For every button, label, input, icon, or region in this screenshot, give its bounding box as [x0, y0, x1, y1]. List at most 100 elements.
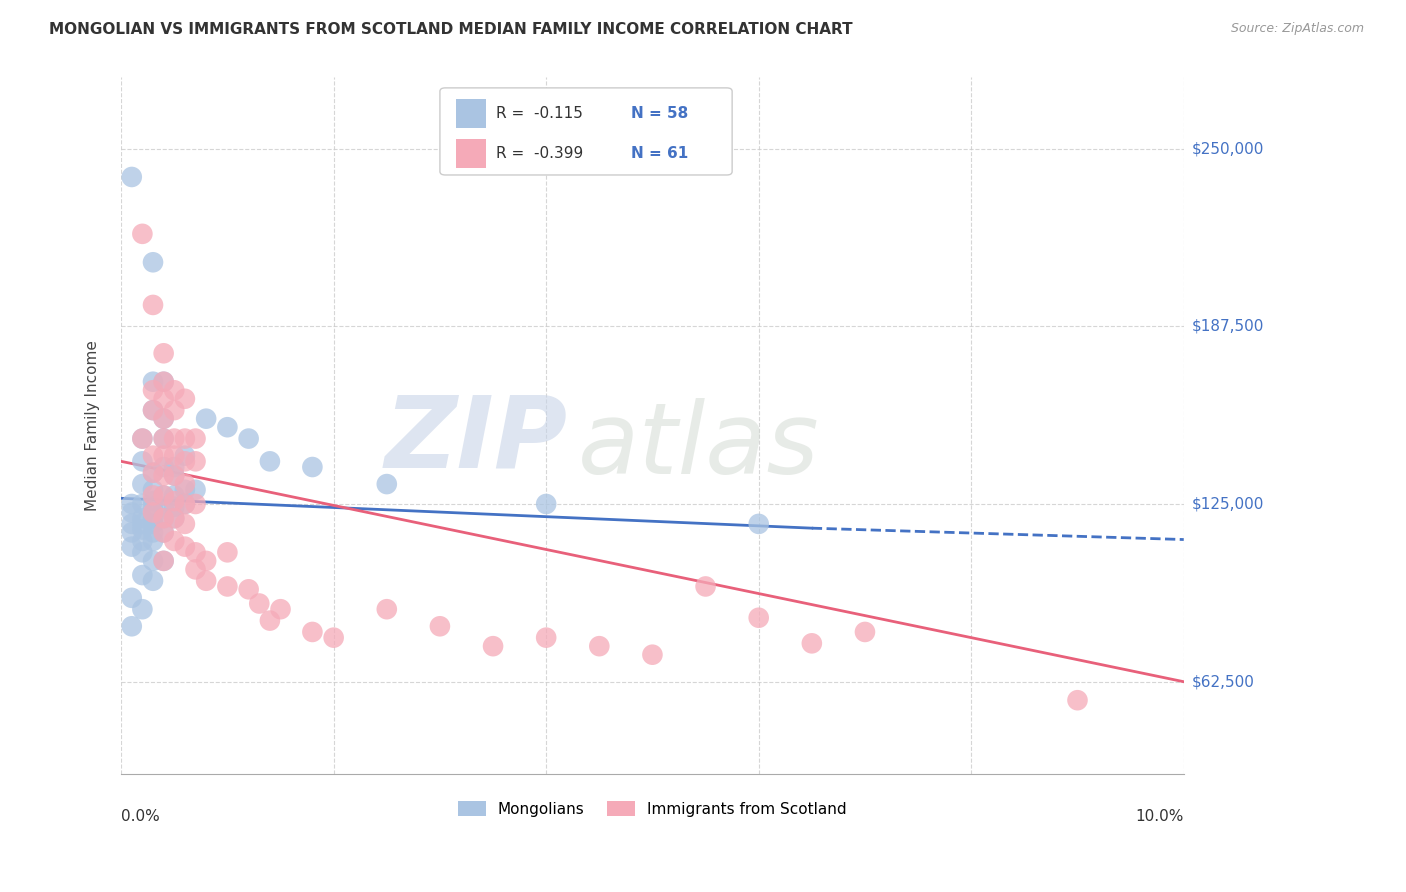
Legend: Mongolians, Immigrants from Scotland: Mongolians, Immigrants from Scotland: [458, 801, 846, 817]
Point: [163, 403, 186, 417]
Point: [131, 497, 153, 511]
Point: [238, 432, 260, 446]
Point: [695, 579, 717, 593]
Y-axis label: Median Family Income: Median Family Income: [86, 341, 100, 511]
Point: [142, 403, 165, 417]
Point: [163, 468, 186, 483]
Point: [163, 511, 186, 525]
Point: [152, 554, 174, 568]
Point: [217, 579, 239, 593]
Point: [152, 392, 174, 406]
Point: [174, 483, 197, 497]
Point: [163, 533, 186, 548]
Point: [131, 545, 153, 559]
Point: [152, 432, 174, 446]
Point: [163, 449, 186, 463]
Point: [163, 494, 186, 508]
Text: $187,500: $187,500: [1192, 318, 1264, 334]
Point: [259, 614, 281, 628]
Text: atlas: atlas: [578, 398, 820, 495]
Point: [131, 432, 153, 446]
Point: [195, 411, 218, 425]
Text: R =  -0.115: R = -0.115: [496, 106, 583, 121]
Point: [121, 169, 143, 184]
Point: [163, 383, 186, 397]
Point: [1066, 693, 1088, 707]
Point: [131, 533, 153, 548]
Point: [142, 466, 165, 480]
Point: [217, 420, 239, 434]
Point: [142, 449, 165, 463]
FancyBboxPatch shape: [456, 139, 485, 169]
Point: [184, 483, 207, 497]
Point: [184, 432, 207, 446]
Point: [142, 298, 165, 312]
Point: [482, 639, 505, 653]
Point: [588, 639, 610, 653]
Point: [534, 631, 557, 645]
Point: [152, 375, 174, 389]
Point: [195, 554, 218, 568]
Point: [152, 449, 174, 463]
Point: [534, 497, 557, 511]
Text: MONGOLIAN VS IMMIGRANTS FROM SCOTLAND MEDIAN FAMILY INCOME CORRELATION CHART: MONGOLIAN VS IMMIGRANTS FROM SCOTLAND ME…: [49, 22, 853, 37]
Point: [131, 454, 153, 468]
Point: [142, 525, 165, 540]
Point: [174, 449, 197, 463]
Point: [152, 468, 174, 483]
Point: [163, 500, 186, 514]
Point: [142, 375, 165, 389]
Text: $125,000: $125,000: [1192, 497, 1264, 511]
Point: [142, 511, 165, 525]
Point: [142, 506, 165, 520]
Text: ZIP: ZIP: [384, 392, 568, 488]
Point: [853, 624, 876, 639]
Point: [375, 477, 398, 491]
Point: [152, 554, 174, 568]
Text: R =  -0.399: R = -0.399: [496, 146, 583, 161]
Point: [174, 454, 197, 468]
Point: [152, 432, 174, 446]
Point: [247, 597, 270, 611]
Point: [121, 591, 143, 605]
Point: [259, 454, 281, 468]
Point: [641, 648, 664, 662]
Point: [121, 540, 143, 554]
Point: [142, 494, 165, 508]
Point: [131, 602, 153, 616]
Text: N = 58: N = 58: [631, 106, 689, 121]
Text: Source: ZipAtlas.com: Source: ZipAtlas.com: [1230, 22, 1364, 36]
Point: [131, 511, 153, 525]
Point: [748, 516, 770, 531]
Point: [121, 619, 143, 633]
Point: [748, 611, 770, 625]
Point: [142, 466, 165, 480]
Point: [152, 460, 174, 475]
Point: [800, 636, 823, 650]
Text: $250,000: $250,000: [1192, 141, 1264, 156]
Text: 10.0%: 10.0%: [1136, 809, 1184, 824]
Point: [131, 516, 153, 531]
Point: [375, 602, 398, 616]
Point: [152, 511, 174, 525]
Point: [174, 497, 197, 511]
Point: [142, 255, 165, 269]
Text: $62,500: $62,500: [1192, 674, 1256, 690]
Point: [131, 477, 153, 491]
Point: [152, 346, 174, 360]
Point: [152, 511, 174, 525]
Point: [174, 477, 197, 491]
Point: [429, 619, 451, 633]
Point: [174, 497, 197, 511]
Point: [238, 582, 260, 597]
Point: [121, 516, 143, 531]
Point: [131, 523, 153, 537]
Point: [121, 497, 143, 511]
Point: [152, 375, 174, 389]
Point: [142, 488, 165, 502]
Point: [163, 468, 186, 483]
Point: [184, 562, 207, 576]
Point: [142, 500, 165, 514]
Point: [152, 488, 174, 502]
Point: [142, 554, 165, 568]
